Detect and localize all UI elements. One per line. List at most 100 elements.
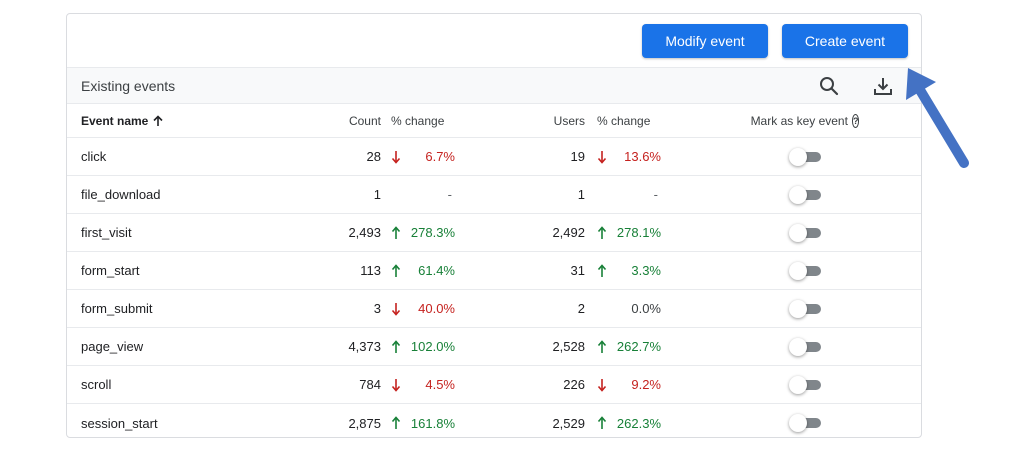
key-event-toggle[interactable] [789,223,821,242]
event-name[interactable]: form_start [81,263,140,278]
arrow-up-icon [391,225,401,240]
arrow-down-icon [597,378,607,392]
users-change-cell: 0.0% [597,290,661,327]
toolbar: Modify event Create event [67,14,921,67]
toggle-track [795,265,821,276]
download-icon[interactable] [871,74,895,98]
column-header-event-name[interactable]: Event name [81,104,164,137]
event-name[interactable]: file_download [81,187,161,202]
search-icon[interactable] [817,74,841,98]
count-change-cell: 40.0% [391,290,455,327]
table-header-row: Event name Count % change Users % change… [67,104,921,138]
create-event-button[interactable]: Create event [782,24,908,58]
toggle-track [795,151,821,162]
help-icon[interactable]: ? [851,113,860,128]
percent-change: 278.3% [391,225,455,240]
column-header-users-change[interactable]: % change [597,113,651,128]
toggle-knob [789,299,807,318]
event-users: 226 [563,377,585,392]
key-event-toggle[interactable] [789,185,821,204]
percent-change: 278.1% [597,225,661,240]
key-event-toggle[interactable] [789,147,821,166]
toggle-knob [789,414,807,432]
event-count: 28 [366,149,381,164]
key-event-cell [751,214,859,251]
key-event-cell [751,366,859,403]
count-change-cell: 161.8% [391,404,455,437]
users-change-cell: - [597,176,661,213]
toggle-track [795,303,821,314]
arrow-down-icon [391,378,401,392]
arrow-up-icon [391,263,401,278]
table-row[interactable]: file_download 1 - 1 - [67,176,921,214]
users-change-cell: 9.2% [597,366,661,403]
table-row[interactable]: scroll 784 4.5% 226 9.2% [67,366,921,404]
count-change-cell: 61.4% [391,252,455,289]
event-name[interactable]: page_view [81,339,144,354]
percent-change: 6.7% [391,149,455,164]
event-count: 113 [360,263,381,278]
table-body: click 28 6.7% 19 13.6% file_download 1 -… [67,138,921,437]
toggle-knob [789,147,807,166]
percent-change: 262.3% [597,416,661,431]
event-name[interactable]: first_visit [81,225,132,240]
event-name[interactable]: scroll [81,377,112,392]
users-change-cell: 13.6% [597,138,661,175]
percent-change: 61.4% [391,263,455,278]
toggle-knob [789,185,807,204]
count-change-cell: - [391,176,455,213]
key-event-cell [751,328,859,365]
users-change-cell: 3.3% [597,252,661,289]
key-event-toggle[interactable] [789,337,821,356]
key-event-toggle[interactable] [789,375,821,394]
key-event-toggle[interactable] [789,261,821,280]
percent-change: 0.0% [631,301,661,316]
arrow-up-icon [597,339,607,354]
percent-change: 9.2% [597,377,661,392]
column-header-users[interactable]: Users [553,113,585,128]
count-change-cell: 6.7% [391,138,455,175]
percent-change: 102.0% [391,339,455,354]
modify-event-button[interactable]: Modify event [642,24,768,58]
table-row[interactable]: form_submit 3 40.0% 2 0.0% [67,290,921,328]
table-row[interactable]: page_view 4,373 102.0% 2,528 262.7% [67,328,921,366]
percent-change: - [653,187,658,202]
events-table: Event name Count % change Users % change… [67,104,921,437]
event-users: 2,528 [552,339,585,354]
event-count: 2,493 [348,225,381,240]
percent-change: 4.5% [391,377,455,392]
percent-change: 40.0% [391,301,455,316]
key-event-toggle[interactable] [789,414,821,432]
users-change-cell: 262.7% [597,328,661,365]
toggle-track [795,418,821,428]
toggle-knob [789,261,807,280]
key-event-toggle[interactable] [789,299,821,318]
event-count: 4,373 [348,339,381,354]
arrow-down-icon [597,150,607,164]
annotation-arrow-icon [906,68,969,168]
column-header-key-event: Mark as key event ? [750,113,860,128]
event-name[interactable]: click [81,149,107,164]
toggle-track [795,379,821,390]
count-change-cell: 102.0% [391,328,455,365]
event-users: 1 [577,187,585,202]
table-row[interactable]: click 28 6.7% 19 13.6% [67,138,921,176]
arrow-up-icon [597,225,607,240]
event-count: 2,875 [348,415,381,431]
arrow-down-icon [391,302,401,316]
table-row[interactable]: first_visit 2,493 278.3% 2,492 278.1% [67,214,921,252]
key-event-cell [751,404,859,437]
table-row[interactable]: form_start 113 61.4% 31 3.3% [67,252,921,290]
event-users: 2,529 [552,415,585,431]
event-name[interactable]: form_submit [81,301,153,316]
percent-change: 161.8% [391,416,455,431]
event-count: 3 [373,301,381,316]
event-name[interactable]: session_start [81,415,158,431]
arrow-up-icon [391,416,401,430]
table-row[interactable]: session_start 2,875 161.8% 2,529 262.3% [67,404,921,437]
column-header-count[interactable]: Count [348,113,381,128]
event-count: 1 [373,187,381,202]
event-users: 2,492 [552,225,585,240]
column-header-count-change[interactable]: % change [391,113,445,128]
section-header: Existing events [67,67,921,104]
